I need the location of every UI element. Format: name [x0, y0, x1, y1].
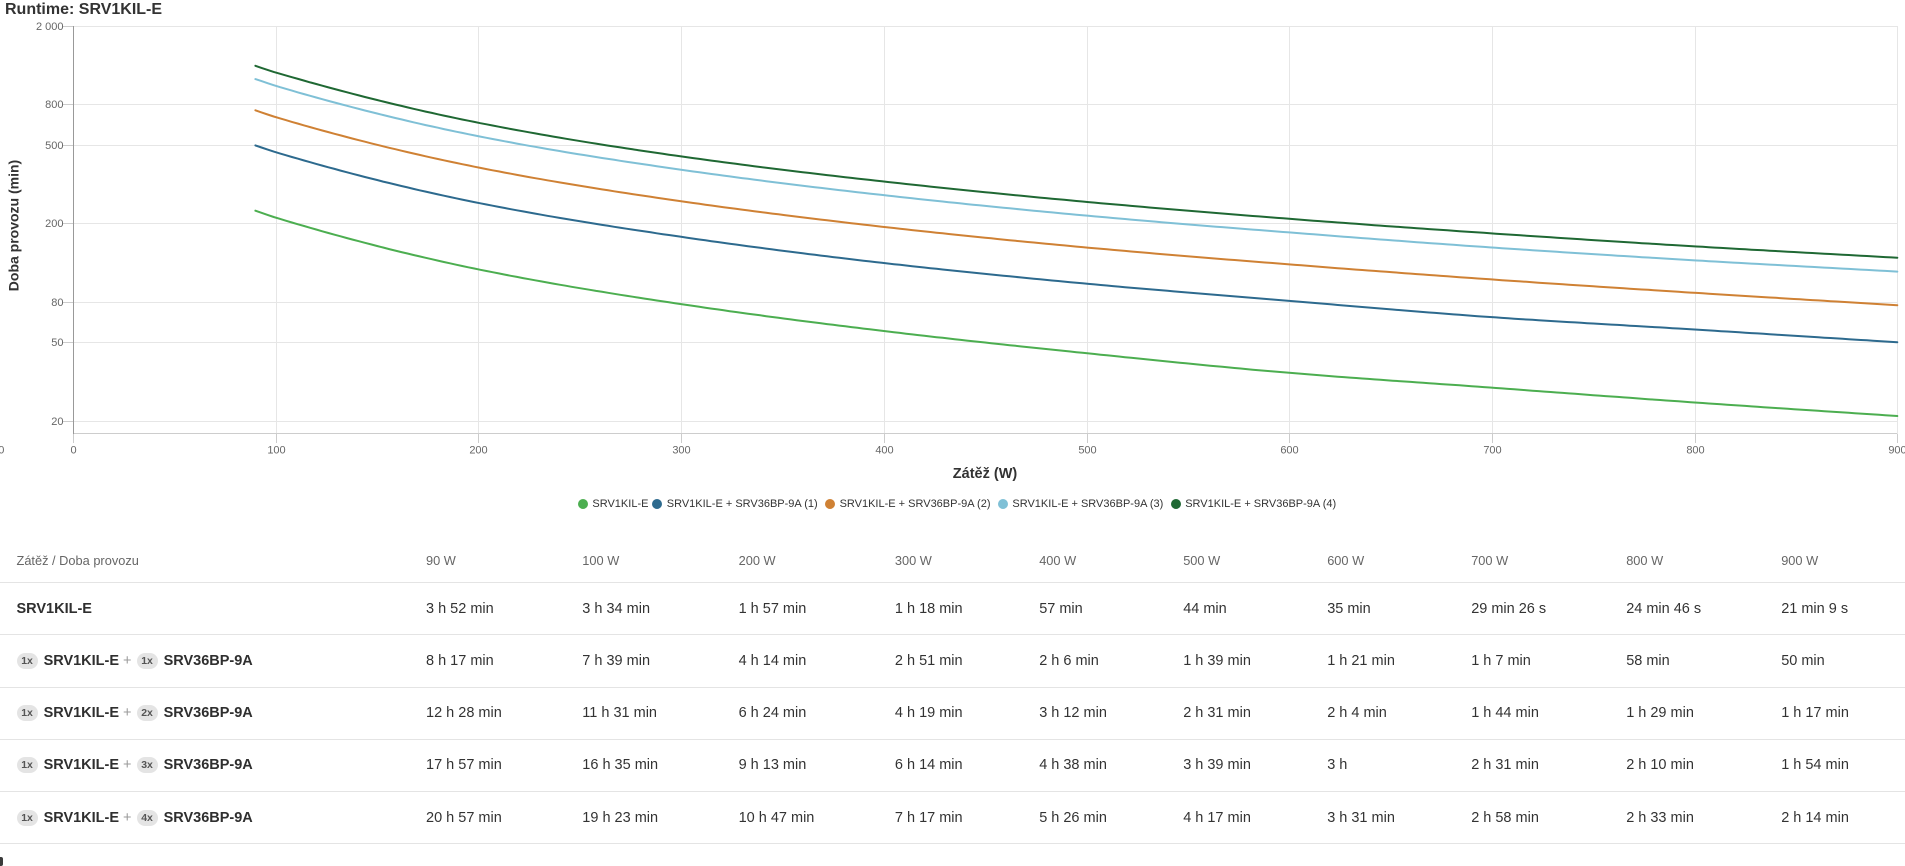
svg-text:900: 900	[1888, 445, 1905, 457]
svg-text:800: 800	[45, 99, 63, 111]
svg-text:500: 500	[45, 140, 63, 152]
svg-text:Zátěž (W): Zátěž (W)	[953, 466, 1018, 482]
svg-text:200: 200	[45, 218, 63, 230]
svg-text:0: 0	[70, 445, 76, 457]
svg-text:700: 700	[1483, 445, 1501, 457]
svg-text:100: 100	[267, 445, 285, 457]
svg-text:50: 50	[51, 337, 63, 349]
svg-text:Doba provozu (min): Doba provozu (min)	[6, 160, 22, 291]
svg-text:400: 400	[875, 445, 893, 457]
svg-text:200: 200	[469, 445, 487, 457]
svg-text:20: 20	[51, 416, 63, 428]
svg-text:500: 500	[1078, 445, 1096, 457]
svg-text:800: 800	[1686, 445, 1704, 457]
svg-text:0: 0	[0, 445, 4, 457]
svg-text:80: 80	[51, 297, 63, 309]
svg-text:2 000: 2 000	[36, 21, 64, 33]
svg-text:300: 300	[672, 445, 690, 457]
svg-text:600: 600	[1280, 445, 1298, 457]
